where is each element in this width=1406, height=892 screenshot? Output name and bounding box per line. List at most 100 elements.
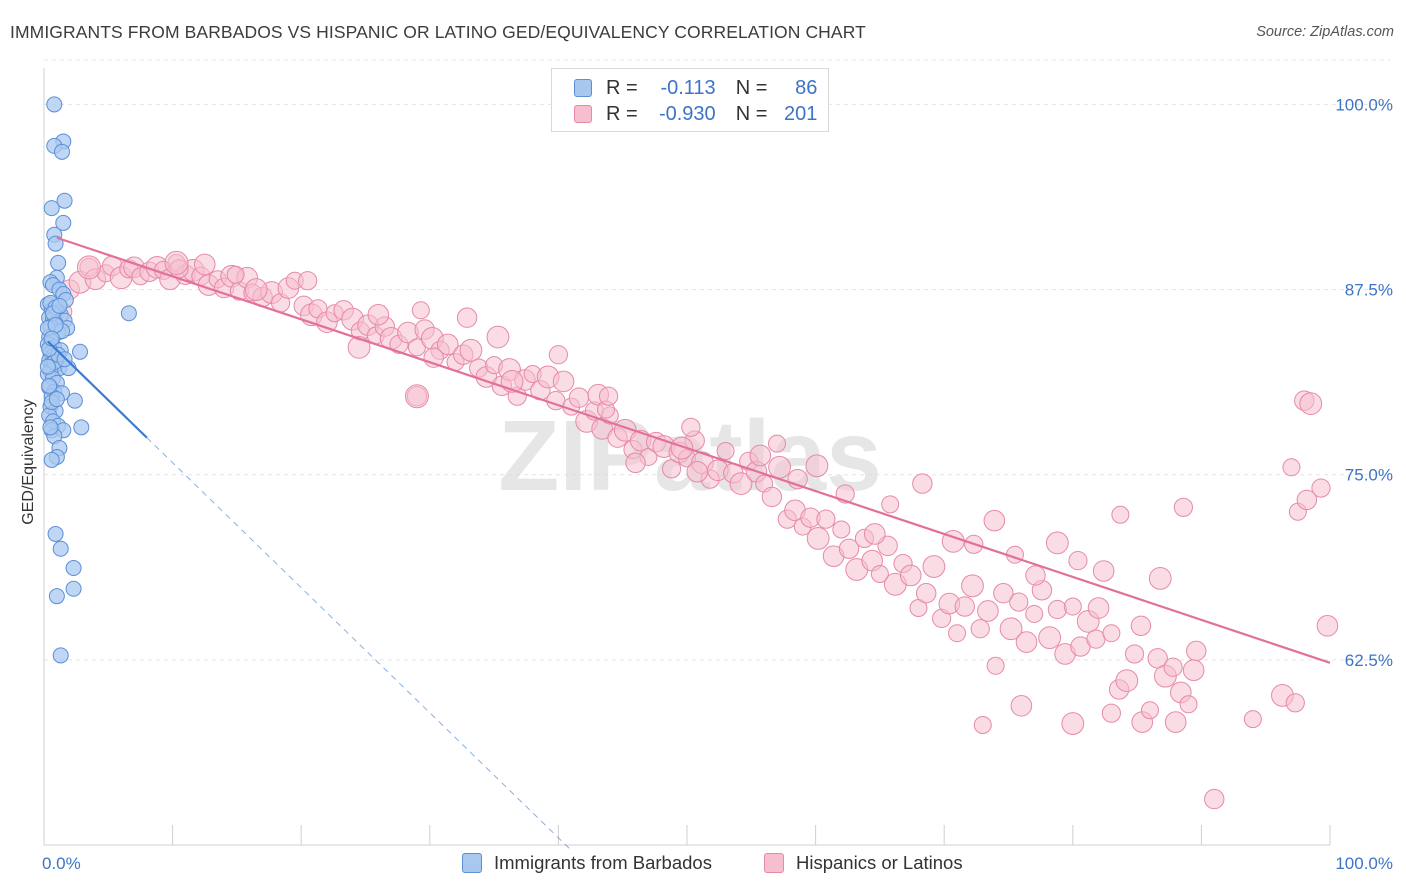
hispanic-point: [899, 564, 922, 587]
stats-legend: R = -0.113 N = 86 R = -0.930 N = 201: [551, 68, 829, 132]
barbados-point: [55, 214, 72, 231]
hispanic-point: [716, 442, 735, 461]
barbados-point: [48, 588, 65, 605]
barbados-point: [50, 254, 67, 271]
legend-r-label: R =: [606, 102, 638, 125]
hispanic-point: [367, 303, 390, 326]
x-tick-labels: 0.0% 100.0%: [42, 854, 1393, 873]
hispanic-point: [1068, 551, 1088, 571]
y-axis-label: GED/Equivalency: [20, 399, 37, 524]
hispanic-point: [1173, 497, 1193, 517]
hispanic-point: [1115, 669, 1139, 692]
hispanic-point: [1047, 599, 1067, 620]
gridlines: [44, 59, 1390, 661]
hispanic-point: [954, 596, 975, 617]
hispanic-point: [863, 523, 886, 545]
bottom-legend-label: Immigrants from Barbados: [494, 852, 712, 873]
hispanic-point: [973, 716, 992, 735]
hispanic-point: [870, 564, 889, 583]
barbados-point: [73, 419, 90, 436]
hispanic-point: [1243, 710, 1262, 729]
hispanic-point: [548, 345, 569, 365]
hispanic-point: [456, 307, 478, 328]
legend-r-label: R =: [606, 76, 638, 99]
hispanic-point: [986, 656, 1005, 675]
hispanic-point: [1316, 614, 1339, 637]
hispanic-point: [1296, 489, 1318, 511]
axes: [43, 68, 1331, 846]
barbados-point: [47, 235, 64, 252]
hispanic-point: [915, 583, 937, 604]
hispanic-point: [832, 520, 851, 539]
barbados-point: [43, 451, 60, 468]
barbados-point: [39, 358, 56, 375]
bottom-legend-barbados: Immigrants from Barbados: [462, 852, 712, 874]
hispanic-point: [970, 619, 990, 639]
hispanic-point: [1148, 566, 1172, 590]
hispanic-point: [912, 473, 933, 494]
hispanic-point: [1025, 565, 1046, 586]
hispanic-point-large: [404, 384, 429, 409]
hispanic-point: [1179, 695, 1198, 714]
hispanic-point: [1092, 560, 1115, 582]
hispanic-point: [961, 574, 984, 598]
bottom-legend-swatch-blue: [462, 853, 482, 873]
y-tick-labels: 62.5% 75.0% 87.5% 100.0%: [1335, 95, 1393, 669]
hispanic-point: [1311, 478, 1331, 498]
hispanic-point: [1009, 592, 1029, 612]
hispanic-point: [1063, 597, 1082, 616]
hispanic-point: [437, 333, 459, 356]
barbados-point: [43, 200, 60, 217]
bottom-legend-hispanic: Hispanics or Latinos: [764, 852, 963, 874]
hispanic-point: [1124, 644, 1145, 664]
hispanic-point-large: [164, 250, 189, 275]
barbados-point: [120, 305, 137, 322]
barbados-point: [65, 560, 82, 577]
hispanic-points-group: [54, 250, 1339, 810]
legend-r-value: -0.113: [660, 76, 716, 99]
hispanic-point: [1164, 711, 1187, 733]
hispanic-point: [244, 278, 268, 301]
hispanic-point: [226, 265, 245, 284]
hispanic-point: [922, 555, 946, 578]
hispanic-point: [686, 460, 709, 483]
barbados-point: [47, 525, 64, 542]
hispanic-point: [999, 617, 1023, 641]
hispanic-point: [838, 538, 860, 559]
hispanic-point: [625, 452, 646, 474]
y-tick-label: 75.0%: [1345, 466, 1393, 485]
hispanic-point: [1282, 458, 1301, 477]
hispanic-point: [805, 454, 829, 478]
hispanic-point: [598, 386, 619, 406]
hispanic-point: [1102, 624, 1121, 643]
x-tick-label: 100.0%: [1335, 854, 1393, 873]
hispanic-point: [1111, 505, 1130, 524]
hispanic-point: [768, 434, 787, 453]
hispanic-point: [993, 583, 1014, 604]
hispanic-point: [1285, 693, 1305, 713]
hispanic-point: [1186, 640, 1207, 662]
hispanic-point: [1299, 392, 1323, 416]
barbados-point: [52, 540, 69, 557]
hispanic-point: [816, 509, 836, 529]
hispanic-point-large: [77, 255, 102, 280]
y-tick-label: 62.5%: [1345, 651, 1393, 670]
hispanic-point: [977, 600, 999, 622]
hispanic-point: [670, 436, 694, 460]
barbados-point: [56, 192, 73, 209]
hispanic-point: [1061, 712, 1085, 735]
barbados-point: [54, 143, 71, 160]
legend-swatch-blue: [574, 79, 592, 97]
hispanic-point: [298, 271, 318, 291]
hispanic-point: [1087, 597, 1110, 619]
hispanic-point: [1010, 694, 1033, 717]
barbados-point: [48, 391, 65, 408]
hispanic-point: [486, 325, 510, 349]
hispanic-point: [983, 509, 1006, 532]
hispanic-point: [1140, 701, 1159, 720]
hispanic-point: [729, 472, 753, 496]
hispanic-point: [1086, 629, 1106, 649]
hispanic-point: [193, 253, 216, 276]
x-tick-label: 0.0%: [42, 854, 81, 873]
